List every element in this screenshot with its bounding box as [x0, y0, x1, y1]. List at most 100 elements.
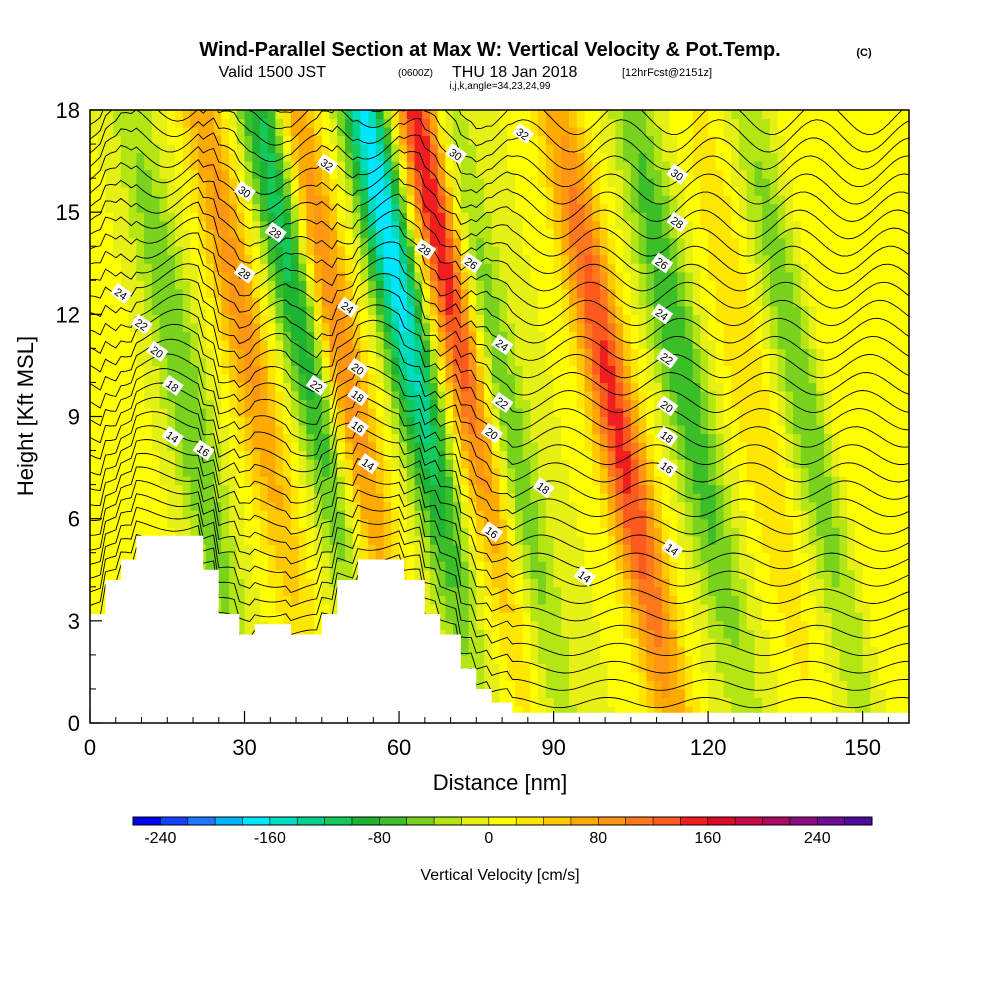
velocity-cell: [507, 391, 516, 401]
velocity-cell: [337, 382, 346, 392]
velocity-cell: [213, 195, 222, 205]
velocity-cell: [221, 535, 230, 545]
velocity-cell: [151, 280, 161, 290]
velocity-cell: [623, 663, 632, 673]
velocity-cell: [584, 459, 593, 469]
velocity-cell: [329, 331, 338, 341]
velocity-cell: [453, 127, 462, 137]
velocity-cell: [144, 433, 153, 443]
velocity-cell: [484, 391, 493, 401]
velocity-cell: [151, 254, 161, 264]
velocity-cell: [128, 527, 137, 537]
velocity-cell: [569, 706, 578, 716]
velocity-cell: [406, 561, 416, 571]
velocity-cell: [406, 442, 416, 452]
velocity-cell: [314, 569, 323, 579]
velocity-cell: [213, 186, 222, 196]
velocity-cell: [275, 339, 284, 349]
velocity-cell: [538, 339, 547, 349]
velocity-cell: [306, 127, 315, 137]
velocity-cell: [607, 459, 616, 469]
velocity-cell: [507, 663, 516, 673]
velocity-cell: [205, 263, 215, 273]
velocity-cell: [97, 391, 106, 401]
velocity-cell: [144, 305, 153, 315]
velocity-cell: [198, 459, 207, 469]
velocity-cell: [182, 229, 191, 239]
velocity-cell: [213, 518, 222, 528]
velocity-cell: [607, 127, 616, 137]
velocity-cell: [314, 535, 323, 545]
velocity-cell: [430, 127, 439, 137]
velocity-cell: [476, 212, 485, 222]
velocity-cell: [530, 212, 539, 222]
velocity-cell: [252, 246, 261, 256]
velocity-cell: [283, 382, 292, 392]
velocity-cell: [538, 110, 547, 120]
velocity-cell: [468, 595, 477, 605]
velocity-cell: [244, 535, 253, 545]
velocity-cell: [484, 263, 493, 273]
velocity-cell: [484, 212, 493, 222]
velocity-cell: [414, 237, 423, 247]
velocity-cell: [360, 476, 369, 486]
velocity-cell: [499, 561, 508, 571]
velocity-cell: [383, 450, 392, 460]
velocity-cell: [236, 399, 246, 409]
velocity-cell: [352, 169, 361, 179]
velocity-cell: [561, 501, 570, 511]
velocity-cell: [229, 578, 238, 588]
velocity-cell: [290, 263, 300, 273]
velocity-cell: [453, 237, 462, 247]
velocity-cell: [298, 246, 307, 256]
velocity-cell: [430, 288, 439, 298]
velocity-cell: [337, 484, 346, 494]
velocity-cell: [515, 663, 524, 673]
velocity-cell: [105, 425, 114, 435]
velocity-cell: [314, 629, 323, 639]
velocity-cell: [553, 510, 562, 520]
velocity-cell: [453, 314, 462, 324]
velocity-cell: [175, 271, 184, 281]
velocity-cell: [205, 433, 215, 443]
velocity-cell: [623, 654, 632, 664]
velocity-cell: [545, 706, 555, 716]
velocity-cell: [584, 195, 593, 205]
velocity-cell: [430, 161, 439, 171]
velocity-cell: [561, 280, 570, 290]
velocity-cell: [267, 578, 276, 588]
velocity-cell: [599, 561, 609, 571]
velocity-cell: [430, 476, 439, 486]
velocity-cell: [592, 459, 601, 469]
velocity-cell: [530, 220, 539, 230]
velocity-cell: [136, 382, 145, 392]
velocity-cell: [576, 186, 586, 196]
velocity-cell: [592, 586, 601, 596]
velocity-cell: [314, 169, 323, 179]
velocity-cell: [422, 518, 431, 528]
velocity-cell: [275, 135, 284, 145]
velocity-cell: [236, 527, 246, 537]
velocity-cell: [576, 127, 586, 137]
valid-time-zulu: (0600Z): [398, 68, 433, 79]
velocity-cell: [229, 195, 238, 205]
velocity-cell: [383, 373, 392, 383]
velocity-cell: [128, 391, 137, 401]
velocity-cell: [260, 373, 269, 383]
velocity-cell: [190, 373, 199, 383]
velocity-cell: [260, 450, 269, 460]
velocity-cell: [290, 552, 300, 562]
velocity-cell: [159, 476, 168, 486]
velocity-cell: [337, 425, 346, 435]
velocity-cell: [190, 348, 199, 358]
velocity-cell: [221, 399, 230, 409]
velocity-cell: [275, 288, 284, 298]
velocity-cell: [290, 339, 300, 349]
velocity-cell: [360, 152, 369, 162]
velocity-cell: [592, 118, 601, 128]
velocity-cell: [345, 144, 354, 154]
velocity-cell: [383, 433, 392, 443]
velocity-cell: [120, 518, 130, 528]
velocity-cell: [90, 280, 99, 290]
velocity-cell: [213, 459, 222, 469]
